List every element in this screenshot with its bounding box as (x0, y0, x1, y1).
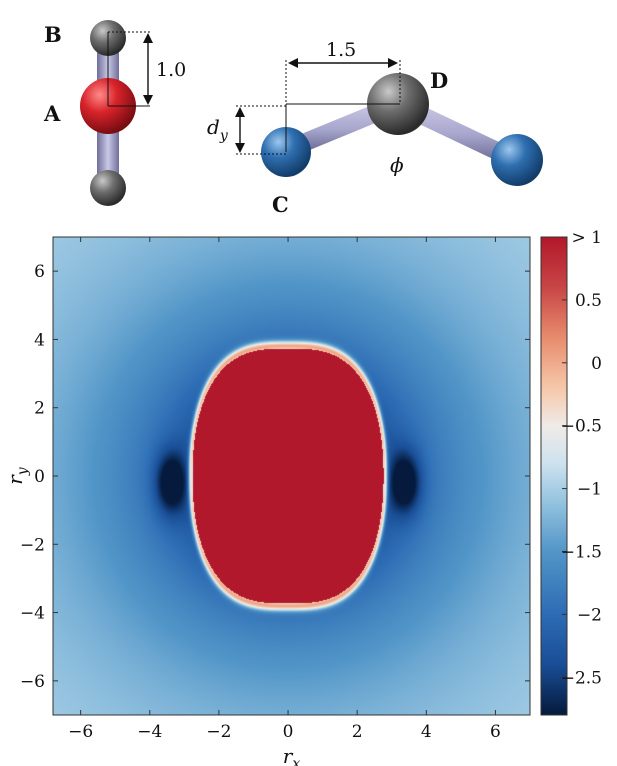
dy-arrowhead-down (235, 143, 245, 153)
arrowhead-right (388, 58, 398, 68)
y-tick-label: −4 (20, 604, 45, 624)
x-tick-label: −4 (137, 722, 162, 742)
x-tick-label: 4 (421, 722, 432, 742)
plot-svg: −6 −4 −2 0 2 4 6 −6 −4 −2 0 2 4 6 rx ry > 1 0.5 0 −0.5 −1 −1.… (3, 228, 602, 766)
y-tick-label: 4 (34, 330, 45, 350)
y-tick-label: −2 (20, 535, 45, 555)
colorbar-frame (540, 236, 568, 716)
arrowhead-down (143, 95, 153, 105)
atom-label-d: D (430, 68, 448, 93)
colorbar-gradient (541, 237, 567, 715)
dy-label: dy (207, 115, 229, 144)
colorbar-tick-label: > 1 (572, 228, 602, 248)
angle-label: ϕ (390, 153, 404, 177)
atom-label-b: B (44, 22, 62, 47)
atom-label-c: C (272, 192, 289, 217)
atom-right (491, 134, 543, 186)
bond-length-label: 1.0 (156, 59, 186, 81)
colorbar-tick-label: 0.5 (575, 291, 602, 311)
atom-bottom (90, 170, 126, 206)
x-tick-label: 6 (490, 722, 501, 742)
molecule-diagram: 1.0 B A 1.5 dy ϕ C D (43, 20, 543, 217)
dy-arrowhead-up (235, 107, 245, 117)
arrowhead-up (143, 33, 153, 43)
x-axis-label: rx (283, 744, 301, 766)
atom-label-a: A (43, 101, 61, 126)
y-tick-label: 6 (34, 262, 45, 282)
x-tick-label: −2 (206, 722, 231, 742)
right-molecule: 1.5 dy ϕ C D (207, 39, 543, 217)
colorbar-tick-label: −1 (577, 480, 602, 500)
x-tick-label: −6 (68, 722, 93, 742)
colorbar-tick-label: 0 (591, 354, 602, 374)
x-tick-label: 0 (283, 722, 294, 742)
colorbar-tick-label: −0.5 (561, 417, 602, 437)
colorbar-tick-label: −2.5 (561, 668, 602, 688)
distance-label: 1.5 (326, 39, 356, 61)
y-tick-label: 0 (34, 467, 45, 487)
left-molecule: 1.0 B A (43, 20, 186, 206)
heatmap-plot: −6 −4 −2 0 2 4 6 −6 −4 −2 0 2 4 6 rx ry > 1 0.5 0 −0.5 −1 −1.… (0, 226, 617, 766)
arrowhead-left (288, 58, 298, 68)
y-tick-label: 2 (34, 399, 45, 419)
y-tick-label: −6 (20, 672, 45, 692)
y-axis-label: ry (3, 466, 31, 485)
x-tick-label: 2 (352, 722, 363, 742)
colorbar-tick-label: −1.5 (561, 542, 602, 562)
heatmap-image (53, 237, 530, 715)
colorbar-tick-label: −2 (577, 605, 602, 625)
